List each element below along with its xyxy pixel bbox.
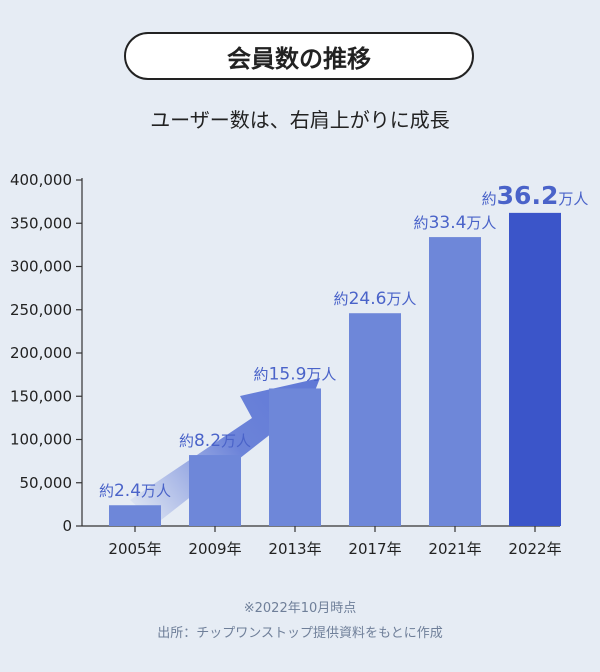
data-label-prefix: 約 [179, 432, 194, 450]
x-tick-label: 2005年 [108, 540, 161, 558]
x-tick-label: 2017年 [348, 540, 401, 558]
chart-subtitle: ユーザー数は、右肩上がりに成長 [150, 108, 450, 132]
y-tick-label: 100,000 [10, 431, 72, 449]
title-pill: 会員数の推移 [124, 32, 474, 80]
data-label-unit: 万人 [306, 365, 336, 383]
data-label-number: 8.2 [194, 431, 221, 451]
data-label-number: 33.4 [429, 213, 467, 233]
data-label: 約8.2万人 [179, 431, 251, 451]
data-label: 約24.6万人 [334, 289, 417, 309]
y-tick-label: 300,000 [10, 258, 72, 276]
chart-title: 会員数の推移 [227, 44, 371, 73]
bar-2013 [269, 388, 321, 526]
y-tick-label: 0 [62, 517, 72, 535]
member-count-bar-chart: 0 50,000 100,000 150,000 200,000 250,000 300,0… [10, 171, 589, 558]
bar-2009 [189, 455, 241, 526]
data-label: 約15.9万人 [254, 364, 337, 384]
data-label-unit: 万人 [466, 214, 496, 232]
y-tick-label: 350,000 [10, 214, 72, 232]
x-tick-label: 2013年 [268, 540, 321, 558]
data-label-number: 2.4 [114, 481, 141, 501]
data-label-number: 24.6 [349, 289, 387, 309]
bar-2022 [509, 212, 561, 526]
data-label: 約2.4万人 [99, 481, 171, 501]
data-label-unit: 万人 [386, 290, 416, 308]
data-label-number: 15.9 [269, 364, 307, 384]
data-label-prefix: 約 [334, 290, 349, 308]
y-tick-label: 200,000 [10, 344, 72, 362]
data-label-prefix: 約 [482, 190, 497, 208]
data-label-prefix: 約 [99, 482, 114, 500]
bar-2021 [429, 237, 481, 526]
date-note: ※2022年10月時点 [243, 601, 357, 616]
y-tick-label: 150,000 [10, 387, 72, 405]
source-note: 出所：チップワンストップ提供資料をもとに作成 [157, 626, 443, 641]
y-tick-label: 400,000 [10, 171, 72, 189]
data-label-unit: 万人 [141, 482, 171, 500]
x-tick-label: 2021年 [428, 540, 481, 558]
y-tick-label: 50,000 [20, 474, 73, 492]
x-tick-label: 2009年 [188, 540, 241, 558]
data-label-prefix: 約 [414, 214, 429, 232]
y-tick-label: 250,000 [10, 301, 72, 319]
data-label-prefix: 約 [254, 365, 269, 383]
bar-2017 [349, 313, 401, 526]
data-label: 約33.4万人 [414, 213, 497, 233]
data-label-unit: 万人 [221, 432, 251, 450]
data-label-unit: 万人 [558, 190, 588, 208]
x-tick-label: 2022年 [508, 540, 561, 558]
bar-2005 [109, 505, 161, 526]
data-label: 約36.2万人 [482, 181, 589, 210]
data-label-number: 36.2 [497, 181, 559, 210]
